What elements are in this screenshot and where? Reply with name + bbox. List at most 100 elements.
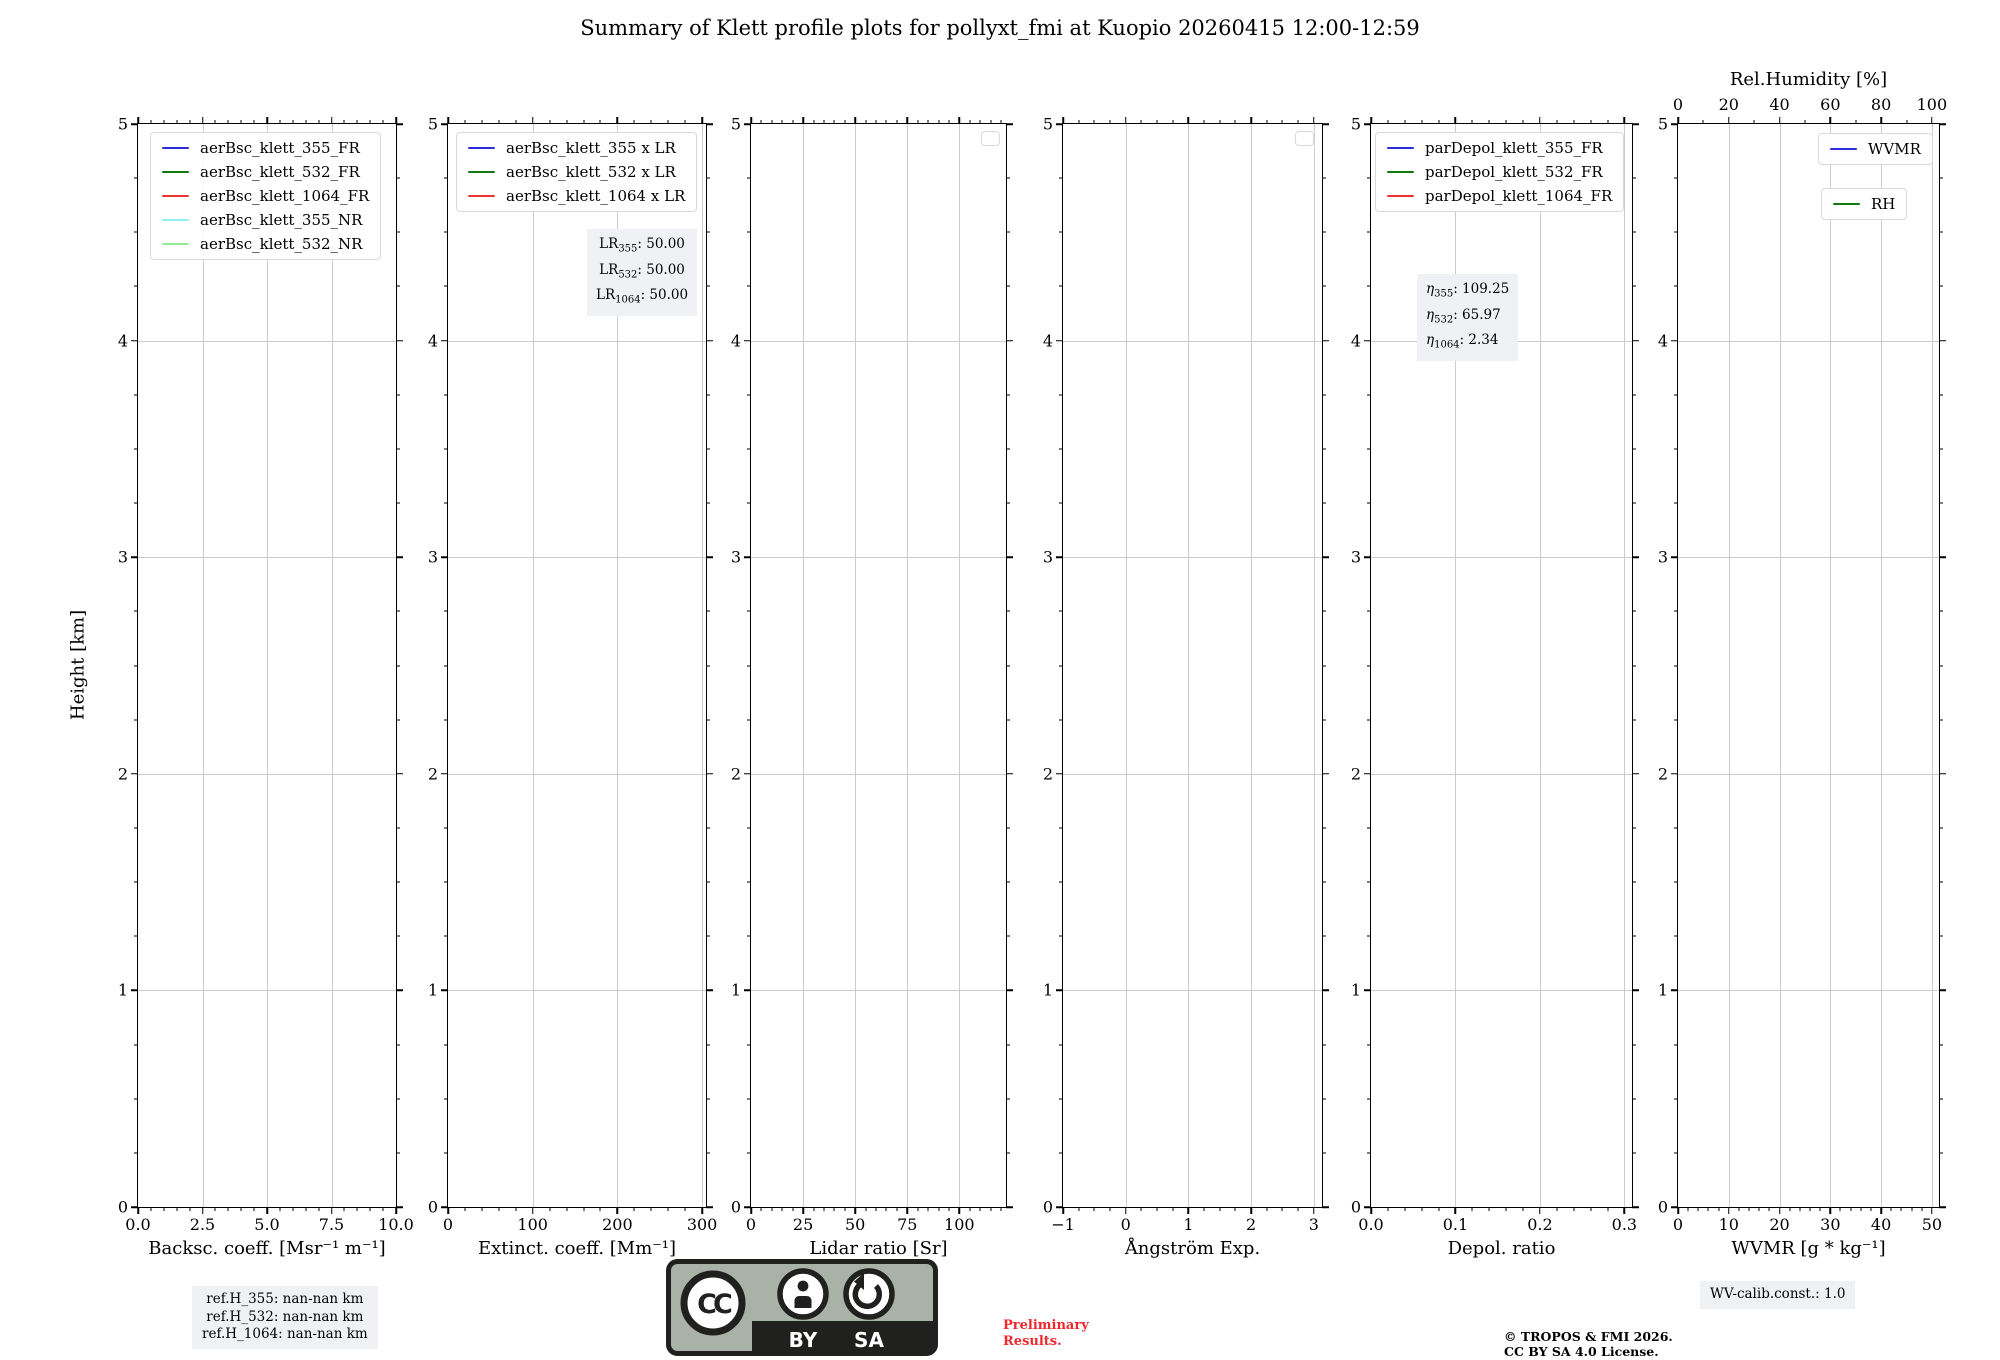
gridline — [803, 124, 805, 1207]
x-tick-label: 0.1 — [1442, 1215, 1469, 1234]
x-minor-tick — [1839, 1207, 1841, 1211]
y-minor-tick — [444, 394, 448, 396]
x-tick-label: 200 — [602, 1215, 633, 1234]
x-minor-tick — [1387, 1207, 1389, 1211]
y-tick — [396, 123, 403, 125]
annotation-base: LR — [599, 236, 619, 252]
x-minor-tick — [1488, 1207, 1490, 1211]
y-minor-tick — [1632, 610, 1636, 612]
y-tick — [1632, 339, 1639, 342]
x-minor-tick — [1819, 1207, 1821, 1211]
y-minor-tick — [1939, 610, 1943, 612]
x-minor-tick — [917, 120, 919, 124]
y-minor-tick — [706, 285, 710, 287]
legend-line-swatch — [162, 242, 189, 246]
x-tick — [447, 117, 449, 124]
x-tick-label: 30 — [1820, 1215, 1841, 1234]
x-minor-tick — [885, 120, 887, 124]
x-minor-tick — [318, 120, 320, 124]
x-minor-tick — [1281, 120, 1283, 124]
legend-line-swatch — [1833, 202, 1860, 206]
x-tick — [802, 117, 804, 124]
y-minor-tick — [747, 1098, 751, 1100]
x-minor-tick — [1156, 120, 1158, 124]
y-minor-tick — [1006, 285, 1010, 287]
x-minor-tick — [781, 1207, 783, 1211]
legend-label: parDepol_klett_1064_FR — [1425, 187, 1613, 205]
y-tick-label: 0 — [1350, 1197, 1361, 1217]
y-tick — [744, 556, 751, 558]
y-minor-tick — [134, 719, 138, 721]
top-x-tick-label: 40 — [1769, 95, 1790, 114]
y-tick — [1939, 989, 1946, 992]
gridline — [532, 124, 534, 1207]
x-minor-tick — [650, 1207, 652, 1211]
y-tick — [131, 123, 138, 125]
y-tick — [1006, 123, 1013, 125]
y-minor-tick — [747, 502, 751, 504]
legend: aerBsc_klett_355_FR aerBsc_klett_532_FR ae… — [150, 132, 382, 260]
copyright-note: © TROPOS & FMI 2026. CC BY SA 4.0 Licens… — [1504, 1329, 1673, 1359]
gridline — [1371, 557, 1632, 559]
y-minor-tick — [1674, 177, 1678, 179]
x-minor-tick — [684, 1207, 686, 1211]
y-minor-tick — [1059, 448, 1063, 450]
y-tick — [1056, 989, 1063, 992]
y-minor-tick — [706, 881, 710, 883]
y-minor-tick — [1632, 231, 1636, 233]
x-minor-tick — [1387, 120, 1389, 124]
gridline — [1313, 124, 1315, 1207]
top-x-minor-tick — [1753, 120, 1755, 124]
y-tick-label: 1 — [1657, 980, 1668, 1000]
preliminary-line-1: Preliminary — [1003, 1318, 1089, 1333]
x-minor-tick — [969, 120, 971, 124]
y-tick-label: 5 — [1042, 114, 1053, 134]
y-minor-tick — [1006, 231, 1010, 233]
x-minor-tick — [1140, 1207, 1142, 1211]
y-tick — [1671, 1206, 1678, 1208]
y-minor-tick — [1939, 285, 1943, 287]
x-tick — [1062, 1207, 1064, 1214]
y-tick — [1006, 1206, 1013, 1208]
y-tick — [1364, 339, 1371, 342]
y-minor-tick — [1632, 1152, 1636, 1154]
y-tick — [1006, 989, 1013, 992]
y-tick — [1671, 123, 1678, 125]
axes-extinct-coeff: 0 100 200 300 0 1 2 3 4 5 aerBsc_klett_355 x LR aer… — [428, 115, 718, 1235]
gridline — [751, 557, 1006, 559]
y-minor-tick — [1939, 827, 1943, 829]
x-tick — [1062, 117, 1064, 124]
y-minor-tick — [1674, 285, 1678, 287]
x-minor-tick — [1890, 1207, 1892, 1211]
x-tick-label: 100 — [944, 1215, 975, 1234]
y-minor-tick — [1367, 935, 1371, 937]
x-minor-tick — [369, 120, 371, 124]
x-tick-label: 2.5 — [189, 1215, 216, 1234]
copyright-line-1: © TROPOS & FMI 2026. — [1504, 1329, 1673, 1344]
annotation-line: η1064: 2.34 — [1426, 330, 1509, 356]
x-axis-label: Ångström Exp. — [1124, 1238, 1261, 1259]
y-minor-tick — [1006, 610, 1010, 612]
legend-item: aerBsc_klett_355_FR — [162, 139, 369, 157]
cc-logo-circle — [680, 1270, 746, 1336]
x-minor-tick — [343, 1207, 345, 1211]
x-tick — [750, 1207, 752, 1214]
x-minor-tick — [760, 1207, 762, 1211]
y-minor-tick — [1632, 1098, 1636, 1100]
y-minor-tick — [1006, 881, 1010, 883]
x-minor-tick — [885, 1207, 887, 1211]
x-minor-tick — [382, 1207, 384, 1211]
x-minor-tick — [1921, 1207, 1923, 1211]
x-minor-tick — [1607, 120, 1608, 124]
x-tick — [1778, 1207, 1781, 1214]
legend: RH — [1821, 188, 1908, 220]
x-minor-tick — [1404, 120, 1406, 124]
x-tick-label: 0.0 — [125, 1215, 151, 1234]
y-minor-tick — [1939, 394, 1943, 396]
legend-label: aerBsc_klett_532_NR — [200, 235, 363, 253]
y-minor-tick — [1006, 719, 1010, 721]
x-tick-label: 5.0 — [254, 1215, 280, 1234]
y-minor-tick — [444, 719, 448, 721]
x-axis-label: Extinct. coeff. [Mm⁻¹] — [477, 1238, 677, 1259]
figure-title: Summary of Klett profile plots for polly… — [580, 16, 1420, 40]
